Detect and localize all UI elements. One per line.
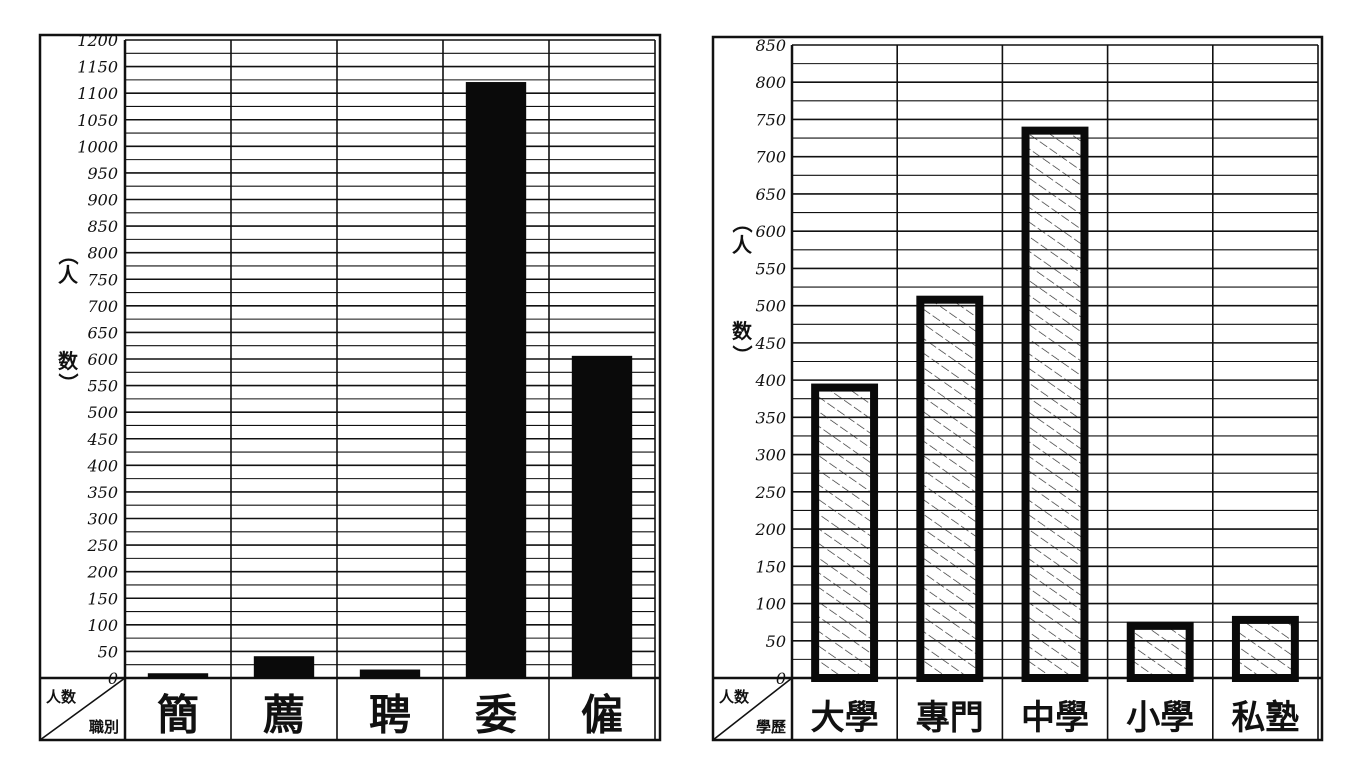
- y-tick-label: 350: [755, 408, 786, 427]
- corner-label-top: 人数: [719, 688, 750, 706]
- category-label: 薦: [263, 691, 305, 740]
- y-tick-label: 900: [87, 191, 118, 210]
- chart-left-occupation: 0 50 100 150 200 250 300 350 400 450 500 550 600 650 7…: [38, 31, 662, 742]
- category-label: 簡: [157, 691, 199, 740]
- y-tick-label: 600: [87, 350, 118, 369]
- y-axis-label-char: 人: [732, 233, 753, 257]
- y-tick-label: 100: [87, 616, 118, 635]
- category-label: 專門: [916, 698, 984, 738]
- y-tick-label: 800: [755, 73, 786, 92]
- bar-專門: [916, 295, 984, 682]
- y-tick-label: 450: [86, 430, 118, 449]
- y-tick-label: 750: [755, 110, 786, 129]
- y-axis-label-char: ）: [56, 373, 80, 393]
- chart-right-education: 0 50 100 150 200 250 300 350 400 450 500 550 600 650 7…: [711, 35, 1324, 742]
- y-tick-label: 1200: [77, 31, 118, 50]
- y-tick-label: 400: [754, 371, 786, 390]
- y-tick-label: 200: [754, 520, 786, 539]
- y-tick-label: 700: [87, 297, 118, 316]
- category-label: 中學: [1021, 698, 1089, 738]
- corner-diagonal: [39, 677, 126, 741]
- y-tick-label: 150: [87, 589, 118, 608]
- y-tick-label: 950: [87, 164, 118, 183]
- y-tick-label: 300: [755, 446, 786, 465]
- bar-委: [465, 82, 527, 679]
- y-tick-label: 450: [754, 334, 786, 353]
- y-tick-label: 550: [755, 259, 786, 278]
- category-label: 僱: [581, 691, 623, 740]
- corner-diagonal: [712, 677, 793, 741]
- y-axis-label-char: 数: [732, 319, 753, 343]
- category-label: 私塾: [1231, 698, 1299, 738]
- chart-frame: [711, 35, 1324, 742]
- bar-簡: [147, 673, 209, 679]
- y-tick-label: 1100: [77, 84, 118, 103]
- y-tick-label: 850: [87, 217, 118, 236]
- bar-大學: [811, 383, 879, 682]
- y-tick-label: 750: [87, 270, 118, 289]
- bar-中學: [1021, 126, 1089, 682]
- y-axis-label-char: （: [730, 213, 754, 233]
- category-label: 聘: [369, 691, 411, 740]
- y-tick-label: 150: [755, 557, 786, 576]
- y-axis-label-char: （: [56, 245, 80, 265]
- y-tick-label: 500: [755, 297, 786, 316]
- y-tick-label: 550: [87, 377, 118, 396]
- chart-frame: [38, 33, 662, 742]
- y-tick-label: 300: [87, 510, 118, 529]
- y-tick-label: 100: [755, 595, 786, 614]
- y-axis-label-char: 人: [58, 263, 79, 287]
- y-tick-label: 650: [755, 185, 786, 204]
- y-axis-label-char: 数: [58, 349, 79, 373]
- y-tick-label: 800: [87, 244, 118, 263]
- y-tick-label: 1050: [77, 111, 118, 130]
- y-tick-label: 0: [776, 669, 786, 688]
- category-label: 小學: [1126, 698, 1194, 738]
- y-tick-label: 50: [98, 642, 118, 661]
- y-axis-label-char: ）: [730, 345, 754, 365]
- y-tick-label: 250: [86, 536, 118, 555]
- y-tick-label: 400: [86, 456, 118, 475]
- y-tick-label: 600: [755, 222, 786, 241]
- y-tick-label: 250: [754, 483, 786, 502]
- y-tick-label: 350: [87, 483, 118, 502]
- y-tick-label: 200: [86, 563, 118, 582]
- corner-label-bottom: 職別: [89, 718, 119, 736]
- y-tick-label: 0: [108, 669, 118, 688]
- y-tick-label: 700: [755, 148, 786, 167]
- bar-薦: [253, 656, 315, 679]
- y-tick-label: 650: [87, 323, 118, 342]
- bar-私塾: [1231, 615, 1299, 683]
- bar-僱: [571, 355, 633, 679]
- bar-小學: [1126, 621, 1194, 683]
- category-label: 大學: [811, 698, 879, 738]
- bar-聘: [359, 669, 421, 679]
- corner-label-bottom: 學歷: [756, 718, 786, 736]
- y-tick-label: 850: [755, 36, 786, 55]
- y-tick-label: 1000: [77, 137, 118, 156]
- category-label: 委: [475, 691, 517, 740]
- y-tick-label: 500: [87, 403, 118, 422]
- corner-label-top: 人数: [46, 688, 77, 706]
- y-tick-label: 1150: [77, 58, 118, 77]
- y-tick-label: 50: [766, 632, 786, 651]
